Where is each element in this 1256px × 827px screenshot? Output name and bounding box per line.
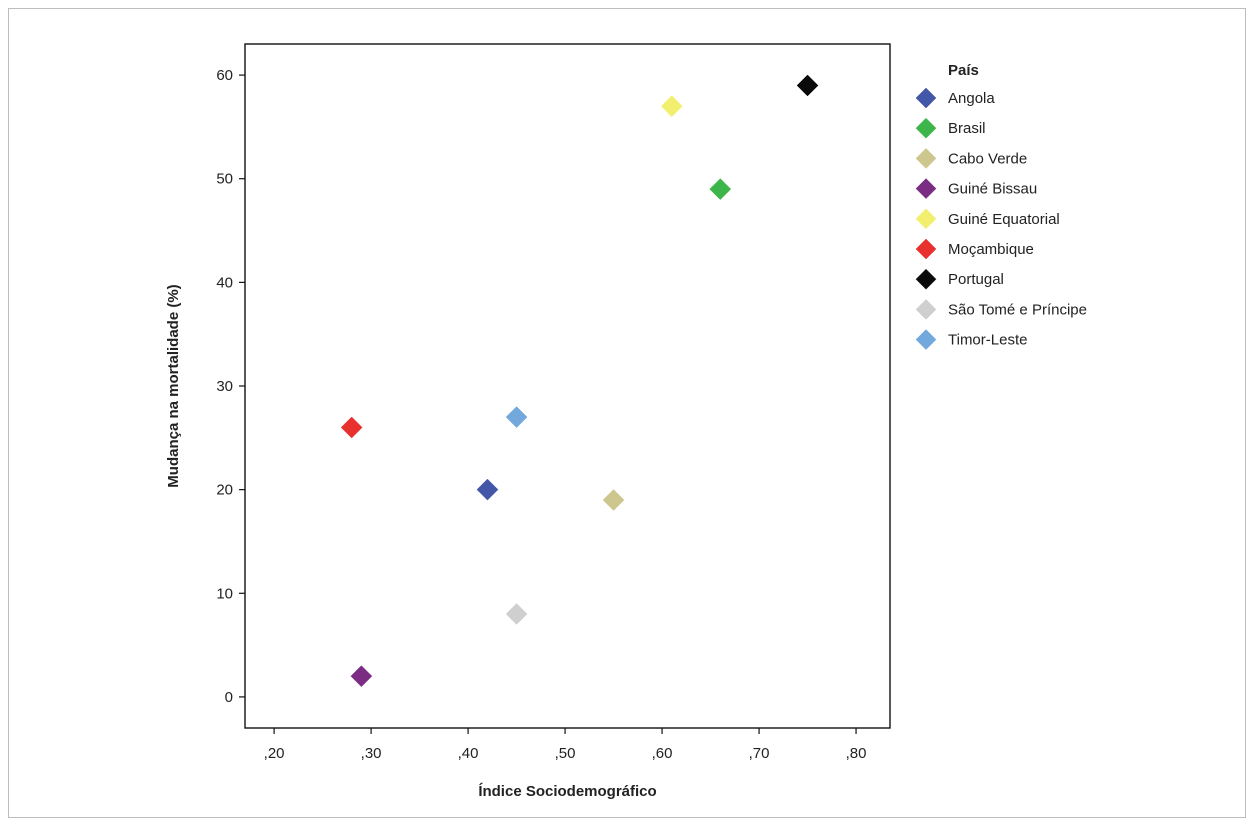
- y-tick-label: 60: [216, 67, 233, 84]
- legend-marker: [915, 268, 937, 290]
- legend-marker: [915, 148, 937, 169]
- legend-label: Guiné Bissau: [948, 181, 1037, 198]
- legend-marker: [915, 208, 937, 230]
- x-tick-label: ,20: [264, 745, 285, 762]
- data-point: [660, 95, 683, 118]
- y-tick-label: 40: [216, 274, 233, 291]
- data-point: [350, 665, 373, 688]
- x-axis: ,20 ,30 ,40 ,50 ,60 ,70 ,80: [264, 728, 867, 762]
- y-tick-label: 0: [225, 689, 233, 706]
- legend-label: Brasil: [948, 120, 986, 137]
- legend-item: Portugal: [915, 268, 1004, 290]
- legend-marker: [915, 329, 937, 350]
- legend-label: Moçambique: [948, 241, 1034, 258]
- data-point: [602, 489, 625, 511]
- plot-border: [244, 43, 891, 729]
- legend-marker: [915, 178, 937, 199]
- legend-item: Moçambique: [915, 238, 1034, 260]
- y-axis-title: Mudança na mortalidade (%): [165, 284, 182, 487]
- legend-items: Angola Brasil Cabo Verde Guiné Bissau Guiné …: [915, 87, 1087, 350]
- figure-frame: [8, 8, 1246, 818]
- plot-area: [244, 43, 891, 729]
- data-point: [505, 406, 528, 428]
- legend-item: Guiné Bissau: [915, 178, 1037, 199]
- legend-marker: [915, 238, 937, 260]
- x-tick-label: ,80: [846, 745, 867, 762]
- data-point: [505, 603, 528, 625]
- legend-marker: [915, 87, 937, 109]
- legend-item: Angola: [915, 87, 995, 109]
- legend-label: Angola: [948, 90, 995, 107]
- legend-label: Cabo Verde: [948, 150, 1027, 167]
- legend-label: Timor-Leste: [948, 332, 1027, 349]
- legend-item: Cabo Verde: [915, 148, 1027, 169]
- x-tick-label: ,40: [458, 745, 479, 762]
- y-tick-label: 20: [216, 482, 233, 499]
- legend-item: Guiné Equatorial: [915, 208, 1060, 230]
- y-tick-label: 50: [216, 171, 233, 188]
- legend-title: País: [948, 62, 979, 79]
- y-axis: 0 10 20 30 40 50 60: [216, 67, 245, 706]
- legend-item: Brasil: [915, 117, 986, 139]
- legend-label: Portugal: [948, 271, 1004, 288]
- data-point: [796, 74, 819, 97]
- legend-label: São Tomé e Príncipe: [948, 301, 1087, 318]
- legend-item: São Tomé e Príncipe: [915, 299, 1087, 320]
- x-tick-label: ,50: [555, 745, 576, 762]
- y-tick-label: 30: [216, 378, 233, 395]
- data-point: [340, 416, 363, 439]
- x-axis-title: Índice Sociodemográfico: [478, 783, 656, 800]
- legend-marker: [915, 299, 937, 320]
- data-point: [476, 478, 499, 501]
- legend-marker: [915, 117, 937, 139]
- legend: País Angola Brasil Cabo Verde Guiné Bissau G…: [915, 62, 1087, 350]
- x-tick-label: ,30: [361, 745, 382, 762]
- data-points: [340, 74, 819, 688]
- legend-label: Guiné Equatorial: [948, 211, 1060, 228]
- x-tick-label: ,70: [749, 745, 770, 762]
- data-point: [709, 178, 732, 200]
- legend-item: Timor-Leste: [915, 329, 1027, 350]
- y-tick-label: 10: [216, 585, 233, 602]
- x-tick-label: ,60: [652, 745, 673, 762]
